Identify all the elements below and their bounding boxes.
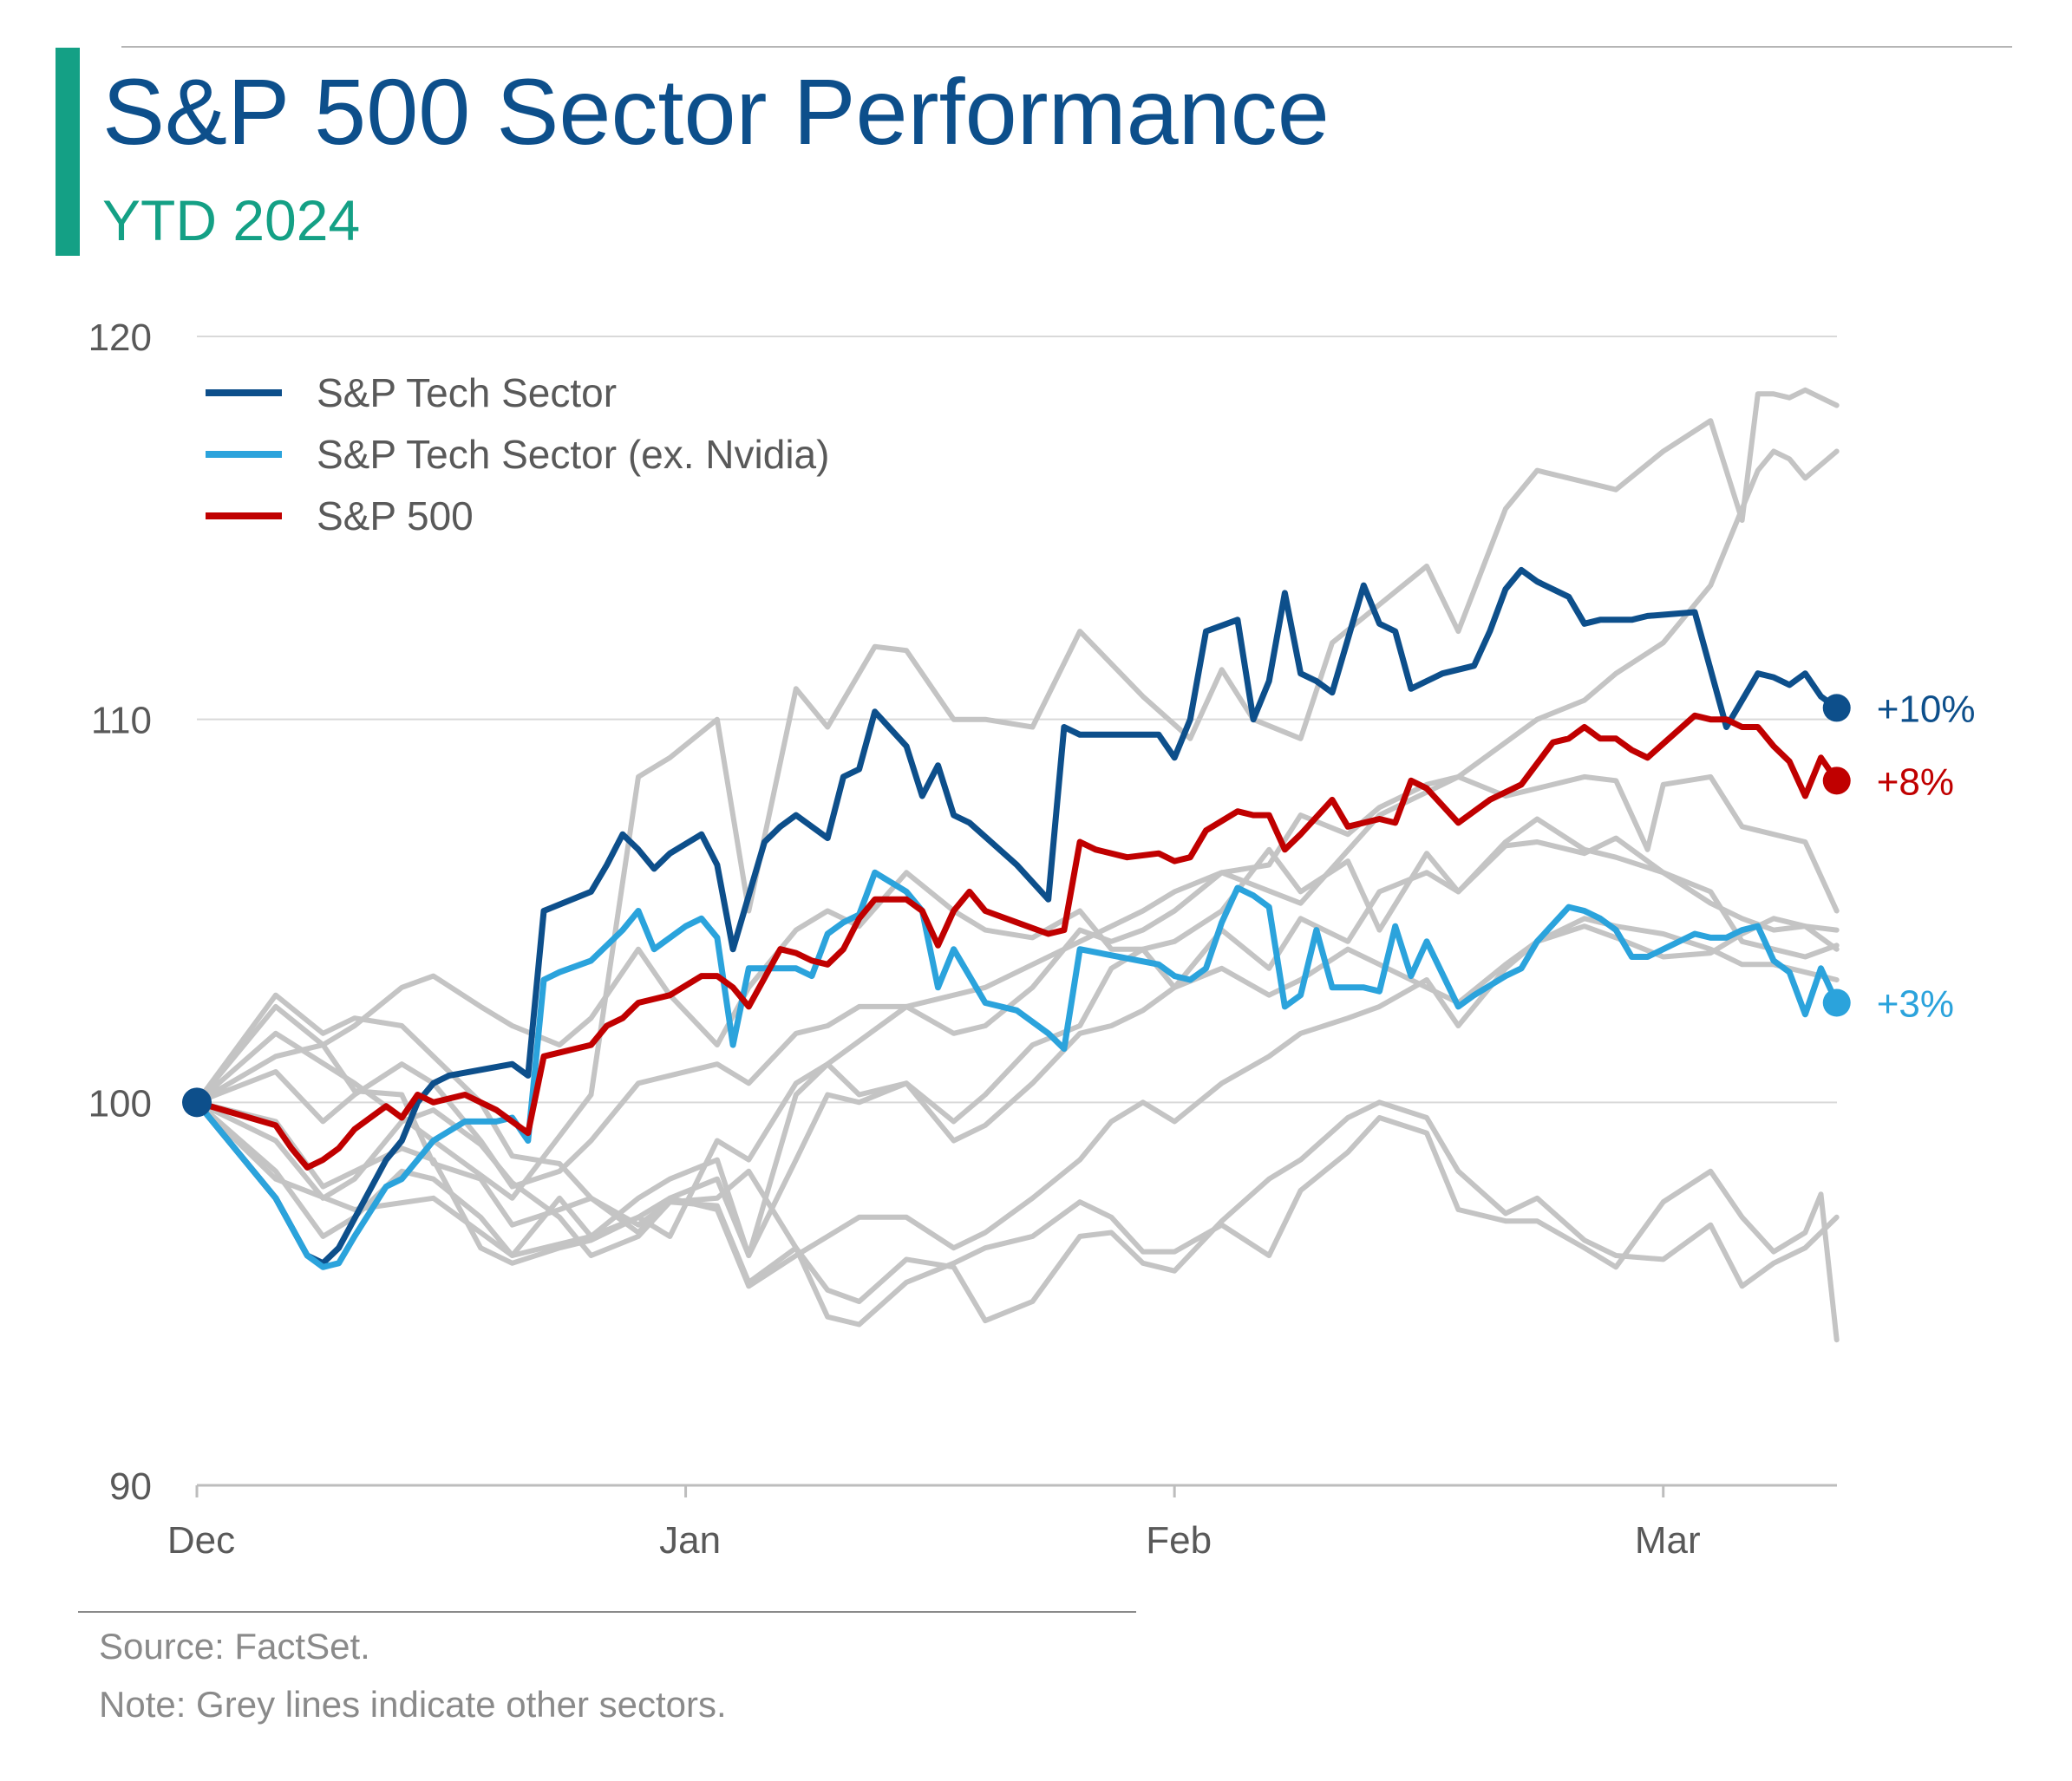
- end-point-marker: [1822, 767, 1851, 795]
- y-tick-label: 120: [88, 316, 152, 359]
- source-note: Source: FactSet.: [99, 1626, 370, 1667]
- y-tick-label: 90: [109, 1465, 152, 1508]
- other-sector-line: [194, 387, 1840, 1201]
- x-tick-label: Feb: [1146, 1519, 1212, 1562]
- end-point-marker: [1822, 988, 1851, 1017]
- end-value-label: +10%: [1877, 688, 1976, 730]
- series-line: [193, 712, 1840, 1171]
- page-title: S&P 500 Sector Performance: [102, 59, 1330, 164]
- series-line: [193, 566, 1840, 1267]
- other-sector-line: [194, 916, 1840, 1258]
- series-line: [193, 869, 1840, 1270]
- other-sectors-layer: [194, 387, 1840, 1343]
- top-rule: [121, 46, 2012, 48]
- footer-rule: [78, 1611, 1136, 1613]
- x-tick-label: Dec: [167, 1519, 235, 1562]
- other-sector-line: [194, 1042, 1840, 1324]
- x-tick-label: Jan: [659, 1519, 721, 1562]
- legend-label: S&P Tech Sector (ex. Nvidia): [317, 432, 829, 477]
- legend-label: S&P 500: [317, 493, 474, 538]
- end-point-marker: [1822, 694, 1851, 722]
- other-sector-line: [194, 773, 1840, 1190]
- grid-layer: [197, 336, 1837, 1104]
- other-sector-line: [194, 916, 1840, 1289]
- other-sector-line: [194, 835, 1840, 1266]
- other-sector-line: [194, 1099, 1840, 1343]
- x-tick-label: Mar: [1635, 1519, 1701, 1562]
- start-point-marker: [182, 1087, 212, 1118]
- legend-label: S&P Tech Sector: [317, 370, 617, 415]
- end-value-label: +8%: [1877, 760, 1954, 803]
- page-subtitle: YTD 2024: [102, 188, 361, 252]
- other-sector-line: [194, 448, 1840, 1258]
- y-tick-label: 110: [91, 700, 152, 742]
- footnote: Note: Grey lines indicate other sectors.: [99, 1684, 727, 1725]
- axis-layer: 90 100 110 120 Dec Jan Feb Mar: [88, 316, 1837, 1562]
- end-value-label: +3%: [1877, 983, 1954, 1026]
- y-tick-label: 100: [88, 1082, 152, 1125]
- chart-legend: S&P Tech Sector S&P Tech Sector (ex. Nvid…: [206, 370, 829, 538]
- accent-bar: [56, 48, 80, 256]
- highlighted-series-layer: +10% +3% +8%: [182, 566, 1976, 1270]
